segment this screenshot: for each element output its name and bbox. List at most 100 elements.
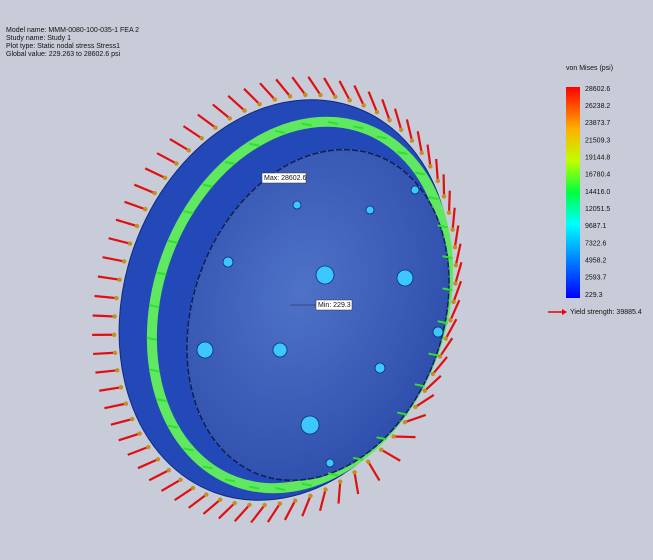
load-arrow-tip [277, 501, 283, 506]
load-arrow-tip [318, 92, 323, 98]
hole [410, 185, 420, 195]
legend-label: 12051.5 [585, 206, 610, 213]
load-arrow-tip [303, 92, 308, 98]
header-line: Study name: Study 1 [6, 35, 71, 42]
load-arrow [99, 386, 122, 392]
load-arrow-tip [441, 194, 447, 199]
hole [396, 269, 414, 287]
load-arrow-tip [352, 470, 357, 475]
load-arrow-tip [190, 485, 196, 491]
load-arrow-tip [121, 259, 127, 264]
color-bar [566, 87, 580, 298]
load-arrow-tip [443, 336, 449, 341]
fixture [202, 183, 213, 188]
fixture [428, 196, 439, 201]
load-arrow [174, 487, 194, 502]
load-arrow [137, 458, 159, 470]
load-arrow [243, 87, 261, 105]
load-arrow [115, 218, 138, 228]
load-arrow-tip [111, 332, 117, 337]
fixture [183, 447, 194, 452]
load-arrow-tip [162, 175, 168, 181]
load-arrow [449, 299, 461, 321]
legend: von Mises (psi) Yield strength: 39885.4 … [548, 65, 642, 316]
fixture [353, 125, 364, 130]
legend-label: 9687.1 [585, 223, 607, 230]
load-arrow-tip [379, 447, 384, 452]
load-arrow [93, 351, 116, 356]
load-arrow [353, 85, 365, 106]
load-arrow-tip [232, 500, 237, 506]
legend-label: 23873.7 [585, 120, 610, 127]
hole [300, 415, 320, 435]
load-arrow [95, 369, 118, 374]
load-arrow [318, 489, 327, 512]
load-arrow [259, 82, 276, 101]
legend-label: 229.3 [585, 292, 603, 299]
hole [365, 205, 375, 215]
load-arrow [452, 280, 463, 303]
load-arrow [447, 190, 451, 213]
hole [315, 265, 335, 285]
legend-label: 4958.2 [585, 258, 607, 265]
load-arrow [94, 294, 117, 300]
load-arrow [301, 495, 312, 517]
load-arrow [218, 502, 236, 520]
load-arrow-tip [257, 102, 262, 107]
fixture [274, 129, 286, 134]
load-arrow [227, 94, 246, 112]
fixture [202, 465, 213, 470]
hole [272, 342, 288, 358]
load-arrow [307, 76, 322, 96]
load-arrow [380, 448, 401, 462]
hole [196, 341, 214, 359]
load-arrow-tip [293, 498, 298, 503]
load-arrow-tip [213, 125, 218, 130]
fixture [146, 336, 158, 341]
load-arrow [97, 275, 120, 281]
header: Model name: MMM-0080-100-035-1 FEA 2Stud… [6, 27, 139, 58]
load-arrow [160, 478, 182, 492]
load-arrow [454, 262, 463, 284]
max-label: Max: 28602.6 [264, 175, 307, 182]
load-arrow-tip [272, 97, 277, 102]
load-arrow-tip [186, 148, 191, 153]
load-arrow-tip [453, 281, 458, 286]
load-arrow [405, 119, 414, 141]
load-arrow [432, 356, 448, 375]
hole [222, 256, 234, 268]
load-arrow-tip [451, 299, 456, 305]
load-arrow [169, 138, 190, 152]
legend-label: 2593.7 [585, 275, 607, 282]
hole [374, 362, 386, 374]
fixture [156, 398, 167, 403]
load-arrow-tip [204, 492, 209, 497]
fixture [301, 122, 312, 127]
load-arrow [338, 80, 351, 101]
fixture [167, 424, 179, 429]
fixture [248, 485, 260, 490]
fixture [274, 487, 286, 492]
header-line: Global value: 229.263 to 28602.6 psi [6, 51, 120, 58]
load-arrow-tip [413, 404, 418, 410]
load-arrow-tip [402, 419, 408, 425]
fixture [327, 120, 339, 125]
load-arrow [283, 499, 297, 521]
fixture [327, 472, 339, 477]
load-arrow-tip [174, 161, 179, 166]
load-arrow [118, 432, 140, 442]
load-arrow [133, 183, 156, 195]
load-arrow [426, 144, 432, 167]
legend-label: 7322.6 [585, 240, 607, 247]
load-arrow [367, 461, 381, 482]
load-arrow-tip [155, 457, 161, 462]
load-arrow-tip [143, 207, 148, 212]
header-line: Model name: MMM-0080-100-035-1 FEA 2 [6, 27, 139, 34]
max-annotation: Max: 28602.6 [261, 172, 307, 184]
load-arrow-tip [127, 241, 133, 246]
load-arrow [275, 78, 291, 98]
fixture [442, 287, 453, 292]
load-arrow-tip [262, 502, 267, 508]
load-arrow-tip [446, 210, 452, 215]
